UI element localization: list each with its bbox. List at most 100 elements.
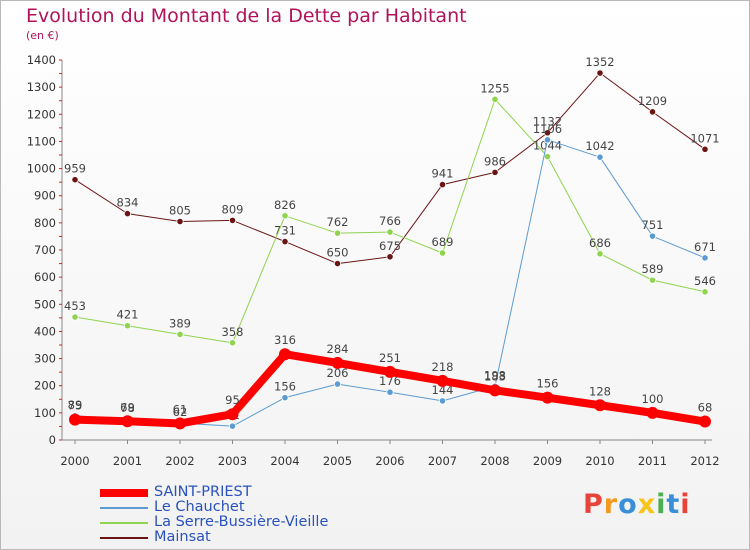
legend-item-saint-priest: SAINT-PRIEST bbox=[100, 484, 360, 500]
y-tick-label: 300 bbox=[34, 352, 56, 366]
data-label-mainsat: 805 bbox=[169, 204, 191, 218]
y-tick-label: 1300 bbox=[27, 80, 56, 94]
data-point-saint-priest bbox=[331, 356, 344, 369]
data-label-saint-priest: 95 bbox=[225, 393, 240, 407]
data-point-la-serre-bussi-re-vieille bbox=[701, 288, 709, 296]
data-label-le-chauchet: 671 bbox=[694, 240, 716, 254]
data-label-mainsat: 834 bbox=[117, 196, 139, 210]
data-point-saint-priest bbox=[489, 384, 501, 397]
data-label-mainsat: 941 bbox=[432, 167, 454, 181]
x-tick-label: 2001 bbox=[113, 454, 142, 468]
data-label-le-chauchet: 206 bbox=[327, 366, 349, 380]
x-tick-label: 2000 bbox=[60, 454, 89, 468]
data-label-la-serre-bussi-re-vieille: 389 bbox=[169, 316, 191, 330]
data-point-le-chauchet bbox=[648, 232, 657, 240]
data-label-la-serre-bussi-re-vieille: 1255 bbox=[480, 81, 509, 95]
data-label-la-serre-bussi-re-vieille: 689 bbox=[432, 235, 454, 249]
data-point-mainsat bbox=[123, 210, 132, 218]
data-point-le-chauchet bbox=[386, 388, 394, 396]
data-point-la-serre-bussi-re-vieille bbox=[281, 212, 289, 220]
data-point-mainsat bbox=[71, 176, 79, 184]
data-point-saint-priest bbox=[699, 415, 711, 428]
data-point-la-serre-bussi-re-vieille bbox=[386, 228, 394, 236]
x-tick-label: 2009 bbox=[533, 454, 562, 468]
legend-label-saint-priest: SAINT-PRIEST bbox=[154, 484, 252, 500]
data-point-mainsat bbox=[176, 217, 184, 226]
y-tick-label: 200 bbox=[34, 379, 56, 393]
logo-letter: r bbox=[603, 489, 619, 520]
x-tick-label: 2012 bbox=[690, 454, 719, 468]
logo-letter: i bbox=[656, 489, 667, 520]
data-point-la-serre-bussi-re-vieille bbox=[543, 153, 552, 161]
data-point-mainsat bbox=[543, 129, 552, 137]
data-point-la-serre-bussi-re-vieille bbox=[123, 322, 132, 330]
data-point-saint-priest bbox=[541, 391, 554, 404]
y-tick-label: 1000 bbox=[27, 162, 56, 176]
x-tick-label: 2010 bbox=[585, 454, 614, 468]
data-label-la-serre-bussi-re-vieille: 358 bbox=[222, 325, 244, 339]
legend-label-le-chauchet: Le Chauchet bbox=[154, 499, 245, 515]
logo-letter: o bbox=[618, 489, 638, 520]
data-label-mainsat: 1209 bbox=[638, 94, 667, 108]
data-label-la-serre-bussi-re-vieille: 762 bbox=[327, 215, 349, 229]
data-label-le-chauchet: 78 bbox=[120, 401, 135, 415]
data-point-saint-priest bbox=[69, 413, 81, 426]
legend-item-mainsat: Mainsat bbox=[100, 529, 360, 545]
data-label-le-chauchet: 176 bbox=[379, 374, 401, 388]
data-point-le-chauchet bbox=[543, 136, 552, 144]
y-tick-label: 100 bbox=[34, 406, 56, 420]
logo-letter: P bbox=[583, 489, 604, 520]
data-point-la-serre-bussi-re-vieille bbox=[71, 313, 79, 321]
data-point-mainsat bbox=[386, 253, 394, 261]
data-label-le-chauchet: 144 bbox=[432, 383, 454, 397]
data-label-la-serre-bussi-re-vieille: 766 bbox=[379, 214, 401, 228]
data-label-la-serre-bussi-re-vieille: 826 bbox=[274, 198, 296, 212]
data-label-mainsat: 1071 bbox=[690, 131, 719, 145]
data-label-mainsat: 1352 bbox=[585, 55, 614, 69]
data-point-le-chauchet bbox=[596, 153, 604, 161]
data-label-saint-priest: 218 bbox=[432, 360, 454, 374]
data-point-le-chauchet bbox=[281, 394, 289, 402]
y-tick-label: 900 bbox=[34, 189, 56, 203]
data-point-saint-priest bbox=[384, 365, 396, 378]
legend-swatch-le-chauchet bbox=[100, 507, 148, 509]
data-point-la-serre-bussi-re-vieille bbox=[596, 250, 604, 258]
legend-swatch-saint-priest bbox=[100, 489, 148, 497]
data-point-saint-priest bbox=[174, 417, 186, 430]
data-point-le-chauchet bbox=[438, 397, 447, 405]
legend-swatch-mainsat bbox=[100, 537, 148, 539]
data-label-saint-priest: 316 bbox=[274, 333, 296, 347]
data-label-le-chauchet: 89 bbox=[68, 398, 83, 412]
data-label-saint-priest: 68 bbox=[698, 401, 713, 415]
data-point-mainsat bbox=[333, 259, 342, 268]
data-point-saint-priest bbox=[279, 348, 291, 361]
data-label-le-chauchet: 1042 bbox=[585, 139, 614, 153]
data-label-mainsat: 1132 bbox=[533, 115, 562, 129]
x-tick-label: 2002 bbox=[165, 454, 194, 468]
x-tick-label: 2008 bbox=[480, 454, 509, 468]
legend-item-la-serre: La Serre-Bussière-Vieille bbox=[100, 514, 360, 530]
proxiti-logo: Proxiti bbox=[583, 489, 691, 520]
data-label-saint-priest: 61 bbox=[173, 402, 188, 416]
data-label-la-serre-bussi-re-vieille: 453 bbox=[64, 299, 86, 313]
data-point-mainsat bbox=[281, 237, 289, 246]
data-point-mainsat bbox=[648, 108, 657, 116]
data-point-le-chauchet bbox=[701, 254, 709, 262]
legend-swatch-la-serre bbox=[100, 522, 148, 524]
data-label-la-serre-bussi-re-vieille: 589 bbox=[642, 262, 664, 276]
data-label-le-chauchet: 1106 bbox=[533, 122, 562, 136]
data-label-saint-priest: 128 bbox=[589, 384, 611, 398]
data-point-mainsat bbox=[228, 216, 237, 225]
data-point-mainsat bbox=[491, 168, 499, 176]
data-label-mainsat: 675 bbox=[379, 239, 401, 253]
legend-item-le-chauchet: Le Chauchet bbox=[100, 499, 360, 515]
data-point-la-serre-bussi-re-vieille bbox=[438, 249, 447, 257]
data-point-la-serre-bussi-re-vieille bbox=[333, 229, 342, 237]
y-tick-label: 1200 bbox=[27, 107, 56, 121]
y-tick-label: 0 bbox=[49, 433, 56, 447]
data-label-saint-priest: 284 bbox=[327, 342, 349, 356]
data-label-mainsat: 650 bbox=[327, 246, 349, 260]
y-tick-label: 800 bbox=[34, 216, 56, 230]
y-tick-label: 600 bbox=[34, 270, 56, 284]
